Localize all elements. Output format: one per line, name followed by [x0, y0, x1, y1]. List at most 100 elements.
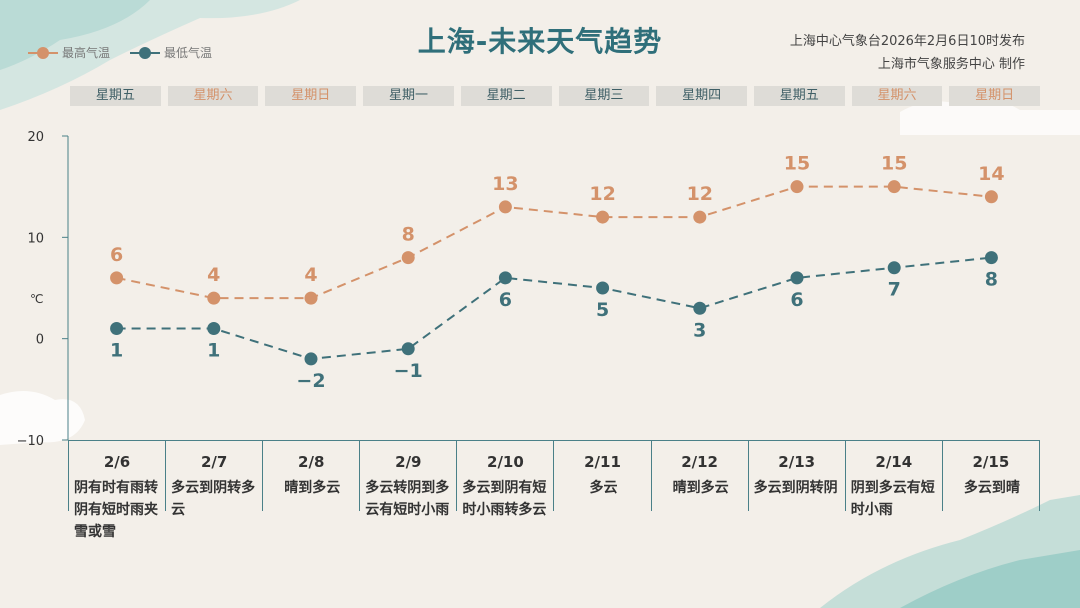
source-line-2: 上海市气象服务中心 制作 [877, 57, 1025, 72]
forecast-cell: 2/13 多云到阴转阴 [747, 441, 845, 511]
data-point-low [790, 271, 804, 285]
forecast-cell: 2/14 阴到多云有短时小雨 [844, 441, 942, 518]
data-point-high [596, 210, 610, 224]
y-tick-label: −10 [17, 434, 44, 449]
data-label-low: 3 [693, 319, 706, 341]
weekday-label: 星期二 [460, 86, 552, 106]
data-point-high [790, 180, 804, 194]
data-label-low: 1 [110, 340, 123, 362]
weekday-label: 星期五 [70, 86, 161, 106]
data-label-high: 15 [881, 153, 907, 175]
weekday-label: 星期六 [851, 86, 943, 106]
forecast-description: 多云到晴 [963, 480, 1020, 496]
forecast-date: 2/8 [298, 453, 325, 471]
data-label-high: 15 [784, 153, 810, 175]
y-tick-label: 0 [36, 333, 44, 348]
data-point-high [110, 271, 124, 285]
forecast-description: 晴到多云 [284, 480, 341, 496]
forecast-date: 2/6 [103, 453, 131, 471]
data-label-low: 1 [207, 340, 220, 362]
weekday-label: 星期三 [558, 86, 650, 106]
data-point-high [498, 200, 512, 214]
data-label-low: 8 [985, 269, 998, 291]
data-point-low [498, 271, 512, 285]
data-point-low [984, 251, 998, 265]
series-line-low [116, 256, 992, 360]
legend-item-high: 最高气温 [28, 44, 110, 61]
forecast-date: 2/13 [778, 453, 816, 471]
data-label-low: −2 [296, 370, 325, 392]
forecast-cell: 2/12 晴到多云 [650, 441, 748, 511]
data-label-low: −1 [394, 360, 423, 382]
weekday-label: 星期四 [656, 86, 747, 106]
weekday-label: 星期五 [753, 86, 845, 106]
forecast-description: 多云转阴到多云有短时小雨 [365, 480, 450, 518]
data-label-high: 6 [110, 244, 123, 266]
data-point-high [304, 291, 318, 305]
forecast-description: 多云到阴转多云 [171, 480, 256, 518]
data-point-low [887, 261, 901, 275]
data-label-low: 5 [596, 299, 609, 321]
data-label-low: 6 [499, 289, 512, 311]
forecast-date: 2/9 [395, 453, 422, 471]
y-tick-label: 10 [27, 231, 44, 246]
forecast-cell: 2/8 晴到多云 [262, 441, 359, 511]
y-tick-label: 20 [27, 130, 44, 145]
data-point-low [207, 322, 221, 336]
forecast-description: 多云 [589, 480, 618, 496]
forecast-description: 阴到多云有短时小雨 [850, 480, 935, 518]
forecast-date: 2/14 [875, 453, 913, 471]
forecast-cell: 2/11 多云 [553, 441, 650, 511]
data-label-high: 12 [589, 183, 615, 205]
data-point-high [887, 180, 901, 194]
weekday-label: 星期日 [265, 86, 357, 106]
data-point-high [693, 210, 707, 224]
legend-item-low: 最低气温 [130, 44, 212, 61]
legend-swatch-high [28, 46, 58, 59]
forecast-cell: 2/7 多云到阴转多云 [165, 441, 262, 518]
data-point-high [401, 251, 415, 265]
series-line-high [116, 185, 992, 300]
data-point-low [304, 352, 318, 366]
legend-swatch-low [130, 46, 161, 59]
forecast-description: 多云到阴转阴 [753, 480, 838, 496]
forecast-cell: 2/10 多云到阴有短时小雨转多云 [456, 441, 553, 518]
data-label-high: 8 [402, 224, 415, 246]
forecast-date: 2/10 [487, 453, 524, 471]
forecast-cell: 2/15 多云到晴 [941, 441, 1040, 511]
forecast-description: 多云到阴有短时小雨转多云 [462, 480, 547, 518]
data-label-high: 4 [304, 264, 317, 286]
weekday-label: 星期日 [949, 86, 1041, 106]
data-point-high [984, 190, 998, 204]
forecast-date: 2/15 [972, 453, 1010, 471]
forecast-description: 晴到多云 [672, 480, 729, 496]
data-label-high: 14 [978, 163, 1004, 185]
source-line-1: 上海中心气象台2026年2月6日10时发布 [789, 34, 1025, 49]
data-point-high [207, 291, 221, 305]
data-point-low [401, 342, 415, 356]
weekday-label: 星期六 [167, 86, 259, 106]
forecast-date: 2/7 [200, 453, 228, 471]
data-point-low [596, 281, 610, 295]
legend-label-low: 最低气温 [164, 46, 213, 60]
data-point-low [693, 301, 707, 315]
data-label-low: 6 [790, 289, 803, 311]
forecast-cell: 2/6 阴有时有雨转阴有短时雨夹雪或雪 [68, 441, 165, 540]
legend-label-high: 最高气温 [62, 46, 111, 60]
forecast-table: 2/6 阴有时有雨转阴有短时雨夹雪或雪 2/7 多云到阴转多云 2/8 晴到多云 2/9 多云… [68, 440, 1040, 540]
forecast-date: 2/11 [584, 453, 621, 471]
forecast-cell: 2/9 多云转阴到多云有短时小雨 [359, 441, 456, 518]
forecast-description: 阴有时有雨转阴有短时雨夹雪或雪 [74, 480, 158, 540]
weekday-label: 星期一 [363, 86, 454, 106]
y-axis-unit: ℃ [30, 292, 43, 306]
chart-legend: 最高气温 最低气温 [28, 44, 212, 61]
data-label-high: 13 [492, 173, 518, 195]
data-point-low [110, 322, 124, 336]
data-label-high: 4 [207, 264, 220, 286]
weekday-row: 星期五 星期六 星期日 星期一 星期二 星期三 星期四 星期五 星期六 星期日 [70, 86, 1041, 106]
page-title: 上海-未来天气趋势 [417, 25, 663, 58]
data-label-low: 7 [888, 279, 901, 301]
forecast-date: 2/12 [681, 453, 718, 471]
data-label-high: 12 [687, 183, 713, 205]
